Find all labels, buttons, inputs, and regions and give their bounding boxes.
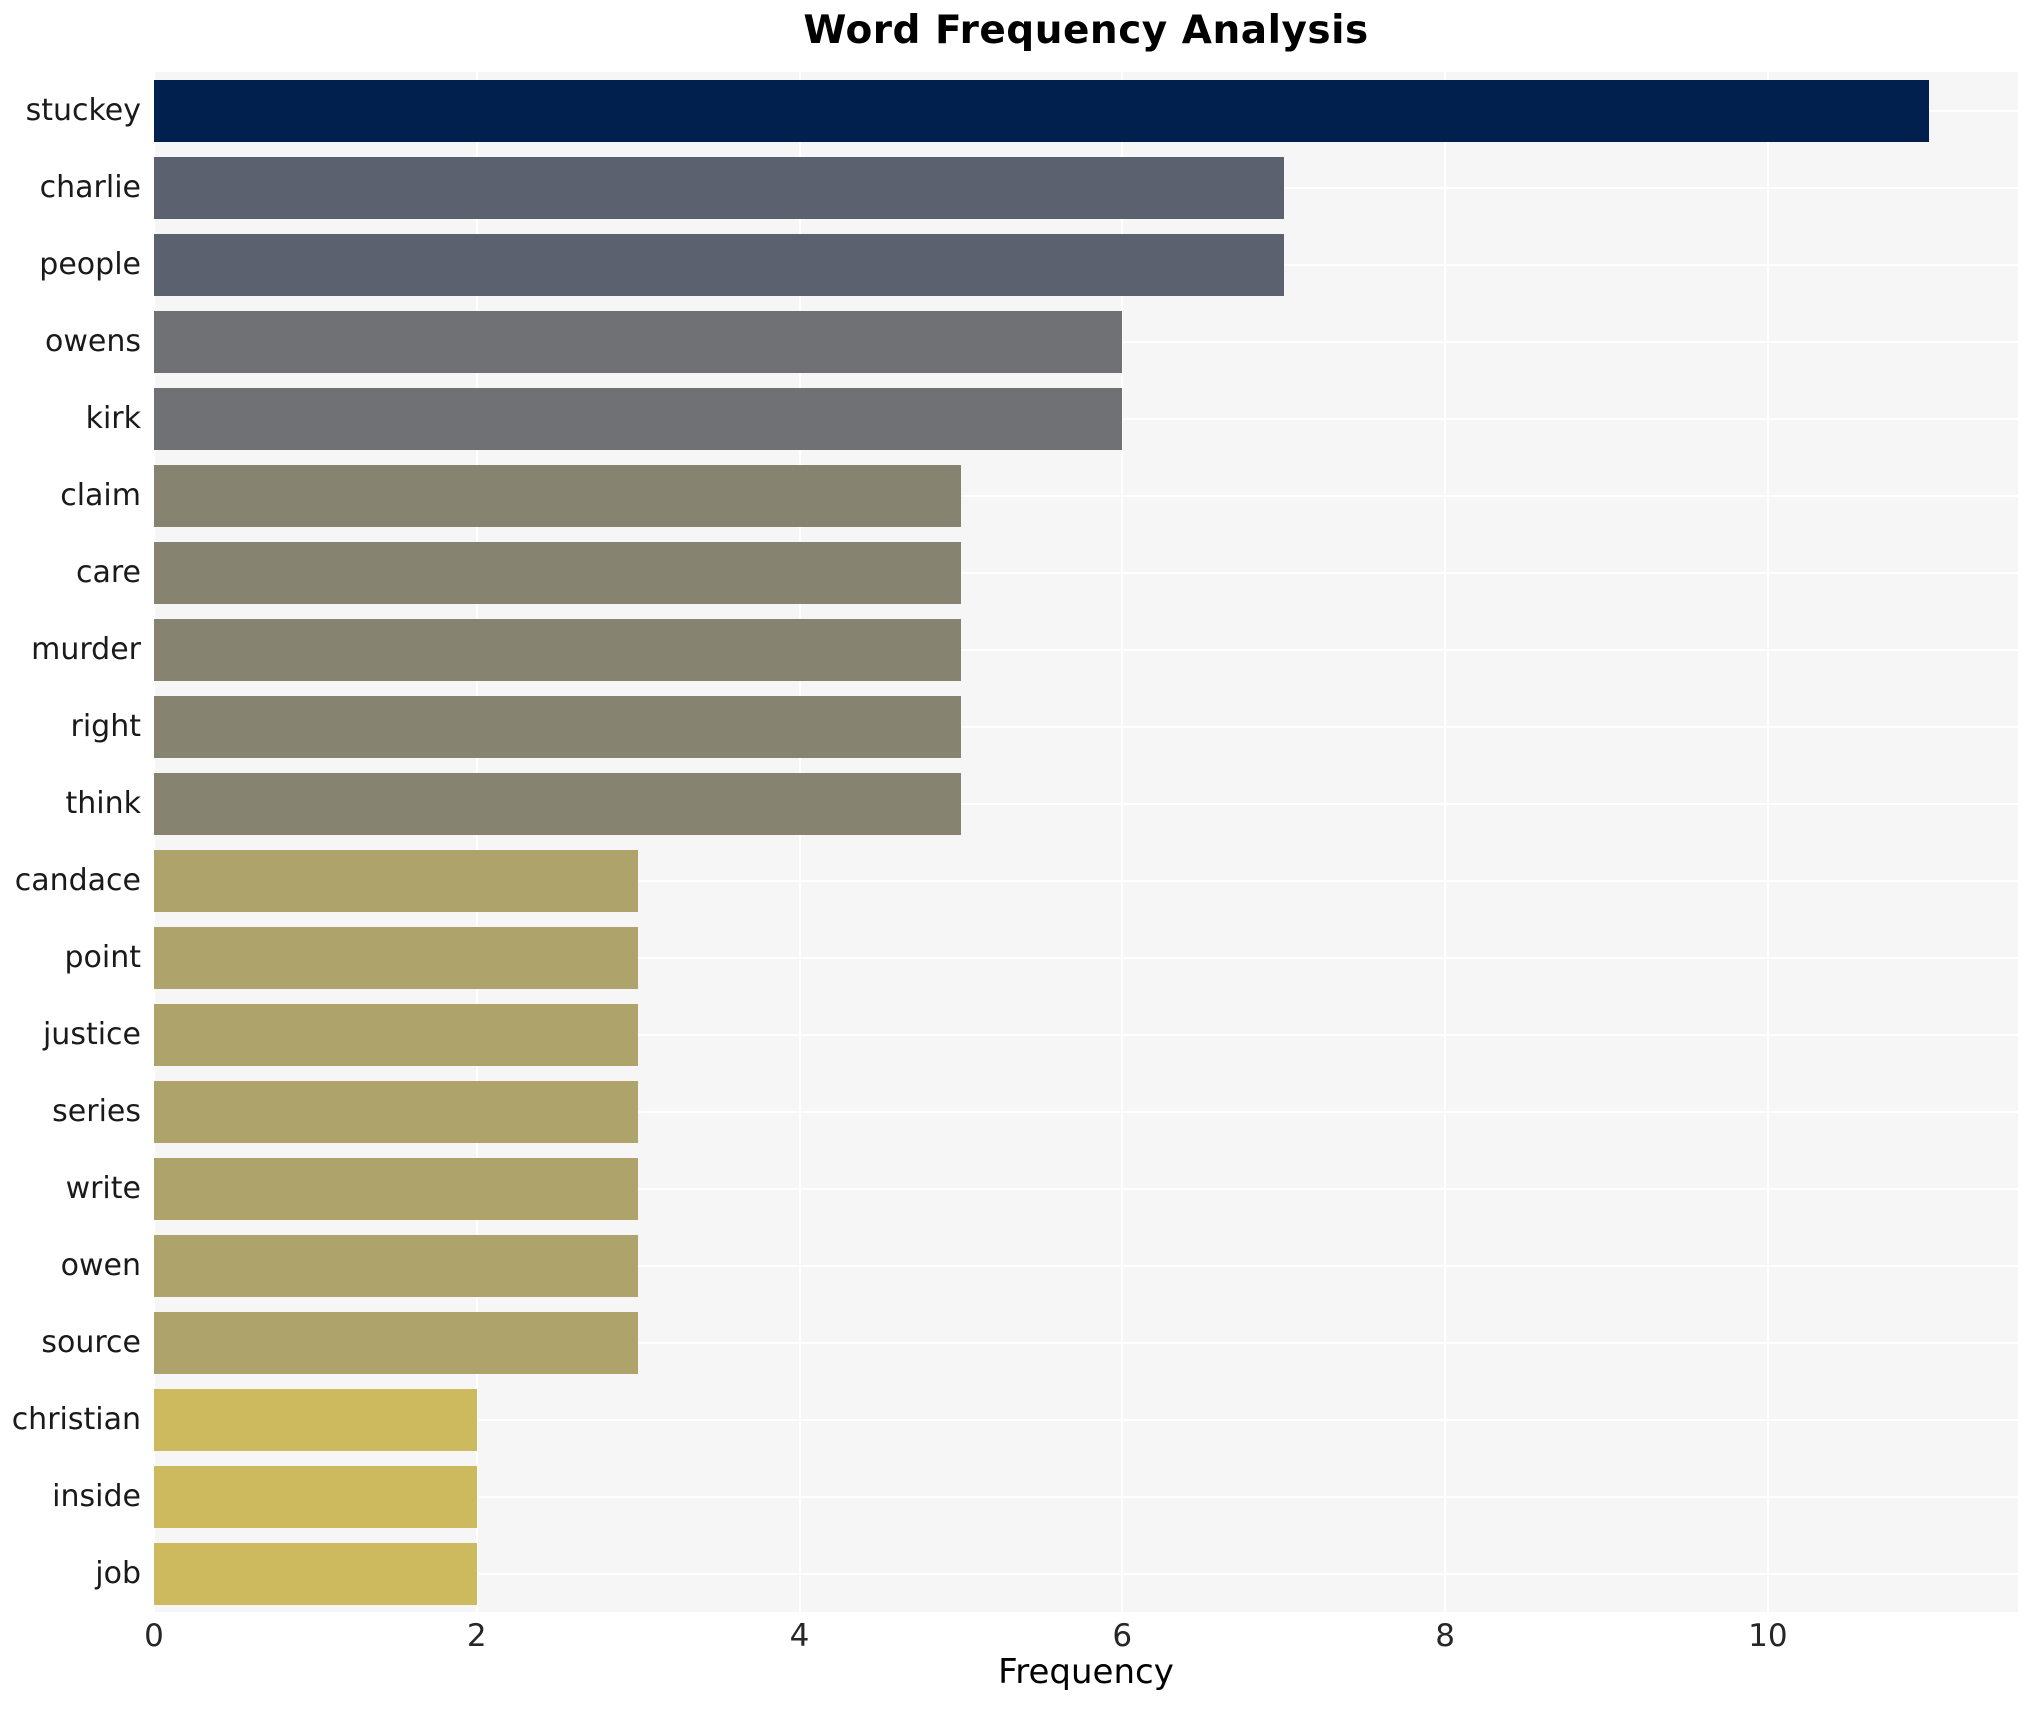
y-tick-label-point: point <box>64 939 141 975</box>
horizontal-gridline <box>154 1187 2018 1190</box>
bar-claim <box>154 464 961 527</box>
y-axis-labels: stuckey charlie people owens kirk claim care mu… <box>0 72 141 1612</box>
vertical-gridline <box>1444 72 1447 1612</box>
x-tick-label-10: 10 <box>1748 1618 1788 1654</box>
bar-murder <box>154 618 961 681</box>
y-tick-label-people: people <box>39 246 141 282</box>
bar-think <box>154 772 961 835</box>
y-tick-label-christian: christian <box>11 1401 141 1437</box>
bar-charlie <box>154 156 1284 219</box>
bar-job <box>154 1542 477 1605</box>
y-tick-label-job: job <box>95 1555 141 1591</box>
horizontal-gridline <box>154 879 2018 882</box>
bar-candace <box>154 849 639 912</box>
y-tick-label-justice: justice <box>42 1016 141 1052</box>
horizontal-gridline <box>154 956 2018 959</box>
horizontal-gridline <box>154 648 2018 651</box>
bar-series <box>154 1080 639 1143</box>
vertical-gridline <box>153 72 155 1612</box>
x-tick-label-8: 8 <box>1435 1618 1455 1654</box>
horizontal-gridline <box>154 494 2018 497</box>
x-tick-label-0: 0 <box>144 1618 164 1654</box>
y-tick-label-write: write <box>65 1170 141 1206</box>
bar-source <box>154 1311 639 1374</box>
bar-owen <box>154 1234 639 1297</box>
y-tick-label-murder: murder <box>31 631 141 667</box>
bar-owens <box>154 310 1123 373</box>
y-tick-label-kirk: kirk <box>85 400 141 436</box>
vertical-gridline <box>798 72 801 1612</box>
bar-inside <box>154 1465 477 1528</box>
bar-kirk <box>154 387 1123 450</box>
horizontal-gridline <box>154 1572 2018 1575</box>
y-tick-label-care: care <box>75 554 141 590</box>
chart-title: Word Frequency Analysis <box>803 8 1369 53</box>
y-tick-label-source: source <box>41 1324 141 1360</box>
y-tick-label-inside: inside <box>52 1478 141 1514</box>
plot-area <box>153 72 2018 1612</box>
y-tick-label-candace: candace <box>14 862 141 898</box>
bar-point <box>154 926 639 989</box>
y-tick-label-think: think <box>65 785 142 821</box>
x-tick-label-4: 4 <box>789 1618 810 1654</box>
vertical-gridline <box>1121 72 1124 1612</box>
bar-write <box>154 1157 639 1220</box>
y-tick-label-charlie: charlie <box>39 169 141 205</box>
bar-justice <box>154 1003 639 1066</box>
horizontal-gridline <box>154 725 2018 728</box>
x-tick-label-6: 6 <box>1112 1618 1133 1654</box>
y-tick-label-claim: claim <box>60 477 141 513</box>
bar-care <box>154 541 961 604</box>
horizontal-gridline <box>154 1264 2018 1267</box>
horizontal-gridline <box>154 1418 2018 1421</box>
vertical-gridline <box>1766 72 1769 1612</box>
bar-christian <box>154 1388 477 1451</box>
bar-stuckey <box>154 79 1930 142</box>
x-axis-label: Frequency <box>998 1652 1174 1692</box>
bar-right <box>154 695 961 758</box>
x-axis-ticks: 0 2 4 6 8 10 <box>144 72 2018 1654</box>
horizontal-gridline <box>154 802 2018 805</box>
x-tick-label-2: 2 <box>466 1618 487 1654</box>
bar-people <box>154 233 1284 296</box>
y-tick-label-owen: owen <box>60 1247 141 1283</box>
y-tick-label-owens: owens <box>45 323 141 359</box>
y-tick-label-right: right <box>70 708 142 744</box>
horizontal-gridline <box>154 1110 2018 1113</box>
vertical-gridline <box>475 72 478 1612</box>
horizontal-gridline <box>154 1495 2018 1498</box>
horizontal-gridline <box>154 1033 2018 1036</box>
horizontal-gridline <box>154 571 2018 574</box>
horizontal-gridline <box>154 1341 2018 1344</box>
y-tick-label-series: series <box>52 1093 141 1129</box>
y-tick-label-stuckey: stuckey <box>25 92 141 128</box>
